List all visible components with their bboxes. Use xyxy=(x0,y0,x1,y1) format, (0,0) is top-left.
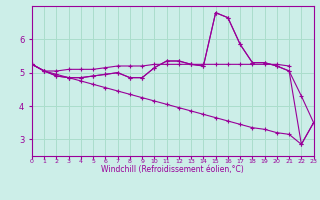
X-axis label: Windchill (Refroidissement éolien,°C): Windchill (Refroidissement éolien,°C) xyxy=(101,165,244,174)
